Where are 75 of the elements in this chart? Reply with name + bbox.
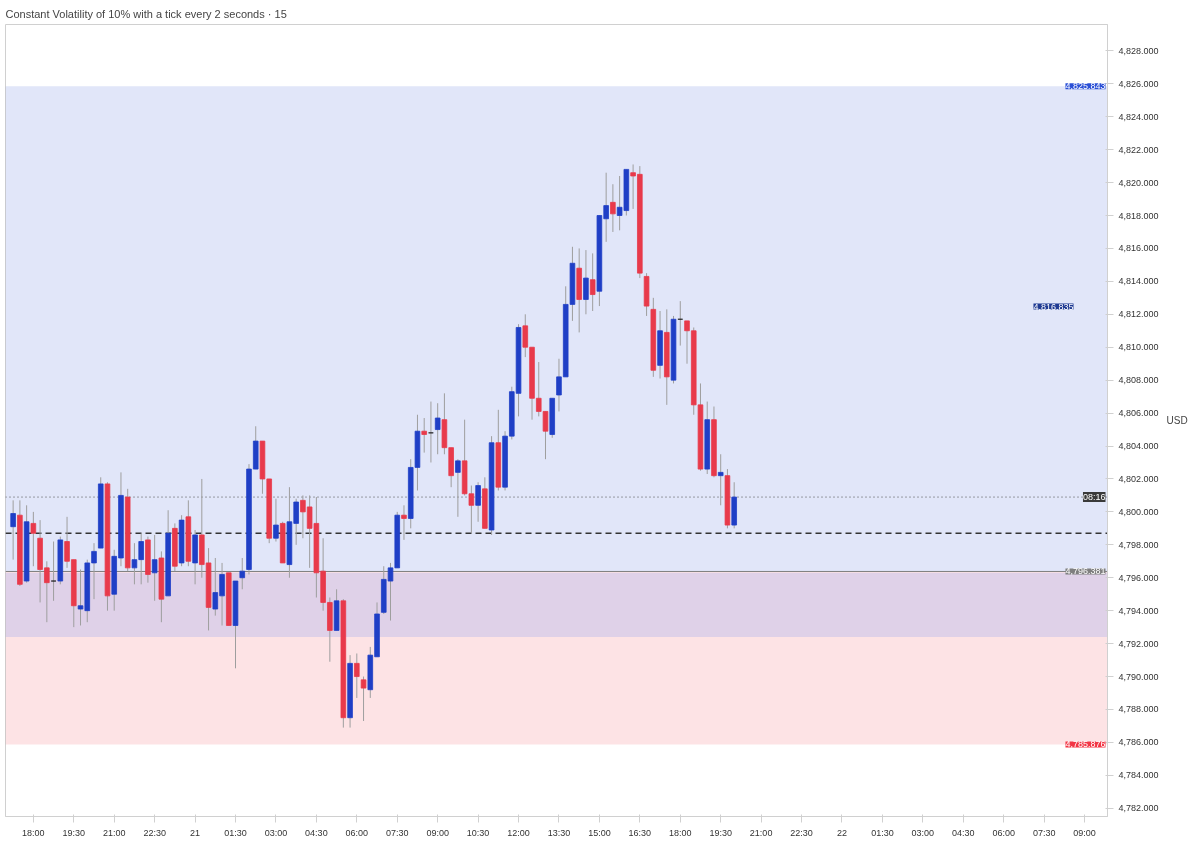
y-tick-label: 4,814.000 (1118, 276, 1159, 287)
y-tick-label: 4,810.000 (1118, 342, 1159, 353)
band-label: 4,825.843 (1065, 81, 1106, 92)
y-tick-label: 4,826.000 (1118, 78, 1159, 89)
y-tick-label: 4,828.000 (1118, 45, 1159, 56)
y-tick-label: 4,794.000 (1118, 605, 1159, 616)
y-tick-label: 4,808.000 (1118, 375, 1159, 386)
y-tick-label: 4,790.000 (1118, 671, 1159, 682)
candlestick (360, 676, 367, 722)
y-tick-label: 4,798.000 (1118, 539, 1159, 550)
x-tick-label: 21 (190, 827, 201, 838)
y-tick-label: 4,806.000 (1118, 408, 1159, 419)
annotation: 4,816.835 (1033, 301, 1074, 312)
x-tick-label: 22 (836, 827, 848, 838)
y-tick-label: 4,788.000 (1118, 704, 1159, 715)
candlestick (239, 557, 246, 590)
x-tick-label: 07:30 (1032, 827, 1056, 838)
x-tick-label: 09:00 (1073, 827, 1096, 838)
x-tick-label: 06:00 (345, 827, 369, 838)
ref-line-label: 4,796.381 (1065, 566, 1106, 577)
candlestick (421, 417, 427, 454)
x-tick-label: 07:30 (385, 827, 409, 838)
x-tick-label: 13:30 (547, 827, 571, 838)
x-tick-label: 04:30 (952, 827, 975, 838)
y-tick-label: 4,802.000 (1118, 473, 1159, 484)
x-tick-label: 03:00 (911, 827, 935, 838)
x-tick-label: 16:30 (628, 827, 652, 838)
x-tick-label: 01:30 (871, 827, 894, 838)
x-tick-label: 19:30 (709, 827, 732, 838)
candlestick (273, 498, 279, 543)
candlestick (475, 481, 481, 523)
x-tick-label: 06:00 (992, 827, 1015, 838)
x-tick-label: 01:30 (224, 827, 247, 838)
x-tick-label: 04:30 (305, 827, 328, 838)
x-tick-label: 21:00 (749, 827, 773, 838)
x-tick-label: 15:00 (588, 827, 611, 838)
candlestick (30, 511, 37, 567)
candlestick (401, 504, 407, 541)
candlestick (50, 541, 57, 602)
y-axis-title: USD (1166, 415, 1188, 426)
candlestick (455, 458, 461, 518)
candlestick (610, 183, 616, 233)
x-tick-label: 09:00 (426, 827, 449, 838)
band-label: 4,785.876 (1065, 739, 1106, 750)
x-tick-label: 18:00 (22, 827, 45, 838)
candlestick (10, 499, 16, 561)
x-tick-label: 10:30 (466, 827, 490, 838)
x-tick-label: 22:30 (790, 827, 813, 838)
y-tick-label: 4,812.000 (1118, 309, 1159, 320)
x-tick-label: 18:00 (669, 827, 692, 838)
candlestick (354, 652, 360, 699)
x-tick-label: 19:30 (62, 827, 86, 838)
chart-title: Constant Volatility of 10% with a tick every 2 seconds · 15 (5, 7, 287, 20)
candlestick (583, 249, 589, 315)
y-tick-label: 4,792.000 (1118, 638, 1159, 649)
x-tick-label: 21:00 (102, 827, 126, 838)
y-tick-label: 4,786.000 (1118, 737, 1159, 748)
candlestick (717, 453, 724, 506)
candlestick (589, 252, 596, 312)
x-tick-label: 03:00 (264, 827, 288, 838)
y-tick-label: 4,800.000 (1118, 506, 1159, 517)
y-tick-label: 4,784.000 (1118, 770, 1159, 781)
y-tick-label: 4,816.000 (1118, 243, 1159, 254)
y-tick-label: 4,804.000 (1118, 441, 1159, 452)
y-tick-label: 4,818.000 (1118, 210, 1159, 221)
candlestick (434, 402, 441, 455)
x-tick-label: 22:30 (143, 827, 166, 838)
y-tick-label: 4,782.000 (1118, 803, 1159, 814)
y-tick-label: 4,796.000 (1118, 572, 1159, 583)
candlestick (151, 534, 158, 602)
annotation: 08:16 (1082, 492, 1106, 503)
y-tick-label: 4,824.000 (1118, 111, 1159, 122)
x-tick-label: 12:00 (507, 827, 530, 838)
y-tick-label: 4,820.000 (1118, 177, 1159, 188)
y-tick-label: 4,822.000 (1118, 144, 1159, 155)
